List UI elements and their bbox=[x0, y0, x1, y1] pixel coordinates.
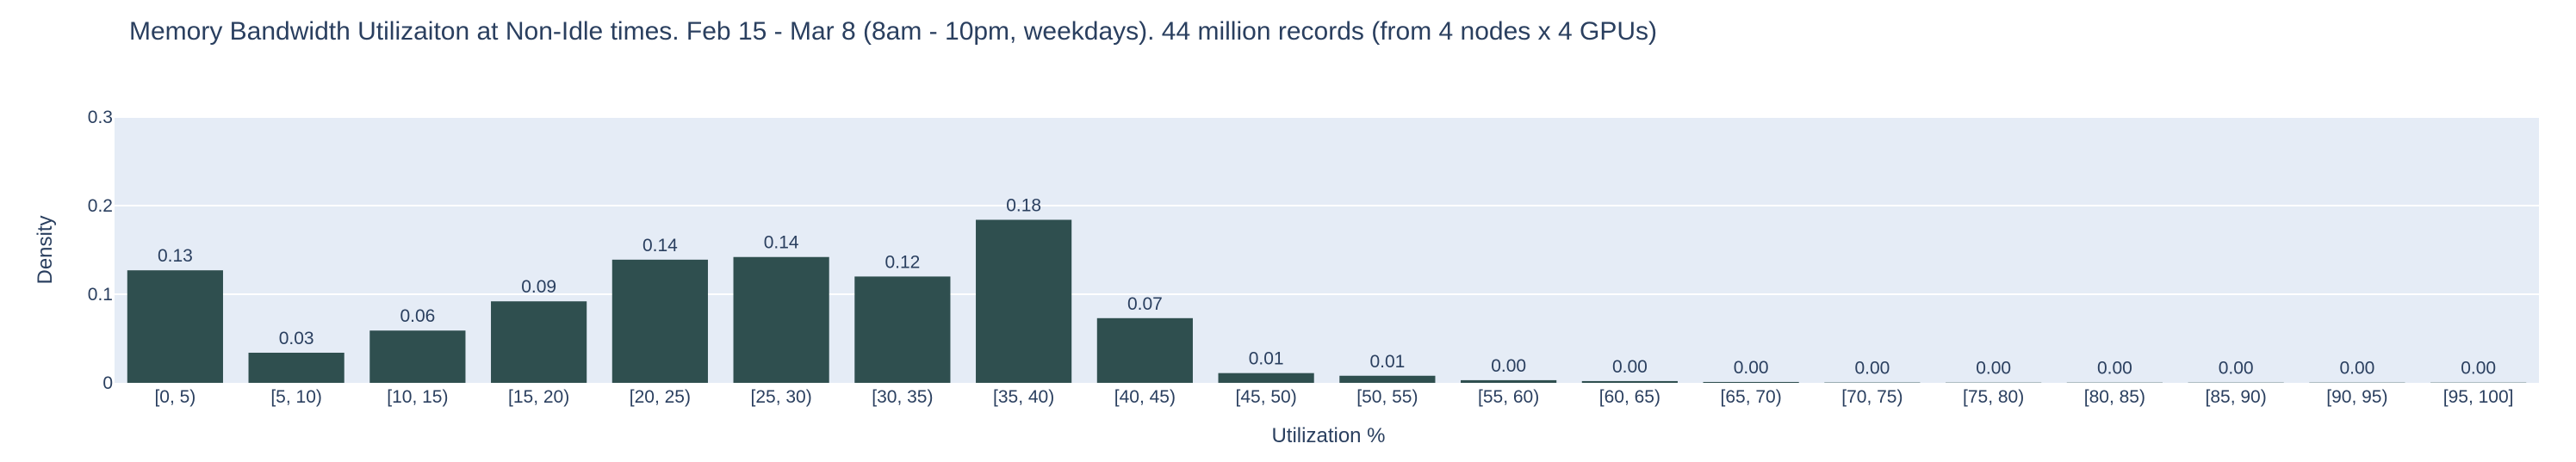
x-tick-label: [0, 5) bbox=[154, 387, 196, 407]
data-label: 0.00 bbox=[1734, 358, 1769, 378]
x-tick-label: [40, 45) bbox=[1114, 387, 1176, 407]
x-tick-label: [85, 90) bbox=[2206, 387, 2267, 407]
data-label: 0.12 bbox=[885, 252, 920, 272]
x-axis-ticks: [0, 5) [5, 10) [10, 15) [15, 20) [20, 25) [25… bbox=[154, 387, 2513, 407]
x-tick-label: [30, 35) bbox=[872, 387, 933, 407]
bar bbox=[1703, 381, 1799, 383]
data-label: 0.09 bbox=[521, 277, 556, 297]
data-label: 0.14 bbox=[764, 233, 799, 253]
data-label: 0.01 bbox=[1369, 352, 1405, 372]
gridlines bbox=[115, 116, 2539, 295]
bar bbox=[1581, 380, 1678, 383]
data-label: 0.13 bbox=[158, 246, 193, 266]
bar bbox=[611, 259, 708, 383]
bar bbox=[1339, 375, 1436, 383]
data-label: 0.14 bbox=[642, 236, 678, 256]
x-tick-label: [60, 65) bbox=[1599, 387, 1660, 407]
x-tick-label: [25, 30) bbox=[751, 387, 812, 407]
bars bbox=[127, 219, 2527, 383]
x-tick-label: [10, 15) bbox=[387, 387, 448, 407]
x-tick-label: [50, 55) bbox=[1356, 387, 1418, 407]
x-tick-label: [20, 25) bbox=[630, 387, 691, 407]
x-tick-label: [70, 75) bbox=[1841, 387, 1903, 407]
bar bbox=[248, 352, 345, 383]
data-label: 0.00 bbox=[2461, 359, 2496, 379]
bar bbox=[1096, 317, 1193, 383]
bar bbox=[1461, 379, 1557, 383]
bar bbox=[854, 276, 951, 383]
bar bbox=[976, 219, 1072, 383]
data-label: 0.00 bbox=[1491, 356, 1526, 376]
data-label: 0.18 bbox=[1006, 195, 1041, 215]
data-label: 0.00 bbox=[2339, 359, 2374, 379]
data-label: 0.00 bbox=[1612, 357, 1648, 377]
plot-area bbox=[115, 117, 2539, 383]
y-axis-title: Density bbox=[34, 215, 57, 284]
data-label: 0.00 bbox=[1976, 359, 2011, 379]
bar bbox=[733, 256, 829, 383]
x-tick-label: [65, 70) bbox=[1721, 387, 1782, 407]
y-axis-ticks: 0 0.1 0.2 0.3 bbox=[88, 108, 113, 393]
x-tick-label: [5, 10) bbox=[270, 387, 322, 407]
bar bbox=[1218, 373, 1314, 383]
y-tick-label: 0 bbox=[102, 373, 113, 393]
x-tick-label: [80, 85) bbox=[2084, 387, 2145, 407]
bar bbox=[369, 330, 466, 383]
data-label: 0.06 bbox=[400, 306, 435, 326]
y-tick-label: 0.2 bbox=[88, 196, 113, 216]
data-label: 0.00 bbox=[2219, 359, 2254, 379]
data-label: 0.01 bbox=[1249, 349, 1284, 369]
data-label: 0.03 bbox=[279, 329, 314, 348]
bar bbox=[491, 301, 587, 383]
y-tick-label: 0.1 bbox=[88, 285, 113, 305]
data-label: 0.00 bbox=[2097, 359, 2132, 379]
data-label: 0.07 bbox=[1127, 294, 1163, 314]
data-labels: 0.13 0.03 0.06 0.09 0.14 0.14 0.12 0.18 0.07 0.01… bbox=[158, 195, 2496, 378]
x-tick-label: [35, 40) bbox=[993, 387, 1054, 407]
x-tick-label: [45, 50) bbox=[1236, 387, 1297, 407]
x-axis-title: Utilization % bbox=[1271, 424, 1385, 447]
chart-title: Memory Bandwidth Utilizaiton at Non-Idle… bbox=[129, 17, 1657, 46]
bar bbox=[127, 270, 223, 383]
x-tick-label: [90, 95) bbox=[2326, 387, 2387, 407]
x-tick-label: [55, 60) bbox=[1478, 387, 1539, 407]
x-tick-label: [75, 80) bbox=[1963, 387, 2024, 407]
data-label: 0.00 bbox=[1854, 359, 1890, 379]
y-tick-label: 0.3 bbox=[88, 108, 113, 127]
x-tick-label: [15, 20) bbox=[508, 387, 569, 407]
x-tick-label: [95, 100] bbox=[2443, 387, 2514, 407]
